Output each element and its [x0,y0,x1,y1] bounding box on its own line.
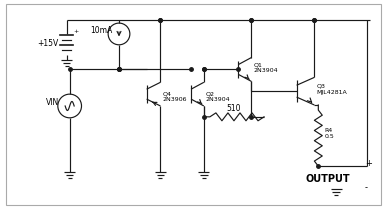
Text: Q1
2N3904: Q1 2N3904 [253,62,278,73]
Text: Q2
2N3904: Q2 2N3904 [206,92,231,102]
Text: 10mA: 10mA [91,27,113,36]
FancyBboxPatch shape [5,4,382,205]
Text: VIN: VIN [46,98,59,107]
Text: +: + [365,159,372,168]
Text: +: + [74,29,79,34]
Text: R4
0.5: R4 0.5 [324,128,334,139]
Text: -: - [365,183,368,192]
Text: 510: 510 [227,104,241,113]
Text: OUTPUT: OUTPUT [306,174,351,184]
Text: Q3
MJL4281A: Q3 MJL4281A [316,84,347,95]
Text: +15V: +15V [37,39,58,48]
Text: Q4
2N3906: Q4 2N3906 [163,92,187,102]
